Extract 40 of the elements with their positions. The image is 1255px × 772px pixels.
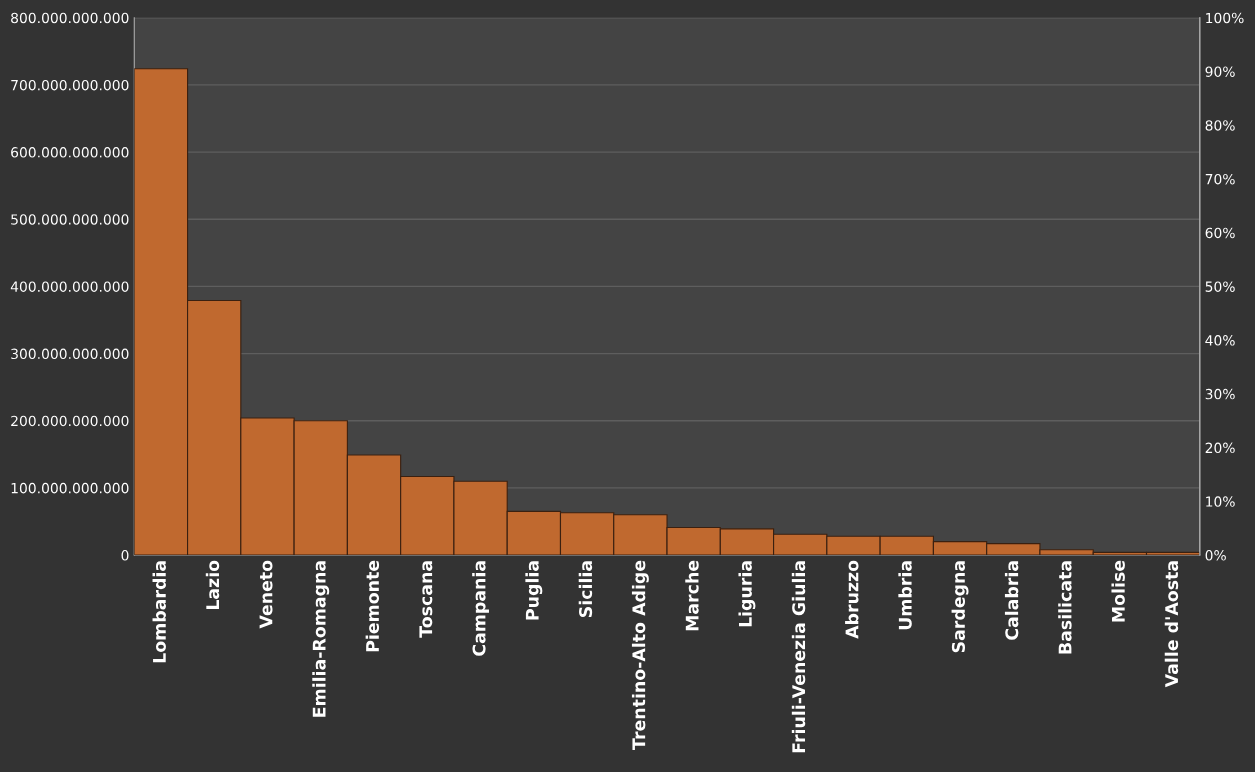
y2-tick-label: 20% bbox=[1205, 442, 1235, 454]
x-tick-label: Toscana bbox=[419, 561, 433, 638]
x-tick-label: Puglia bbox=[525, 561, 543, 620]
y-tick-label: 700.000.000.000 bbox=[11, 79, 129, 91]
x-tick-label: Lombardia bbox=[152, 561, 166, 663]
x-tick-label: Abruzzo bbox=[845, 560, 859, 639]
x-tick-label: Trentino-Alto Adige bbox=[631, 560, 649, 750]
x-tick-label: Lazio bbox=[205, 560, 220, 610]
x-tick-label: Basilicata bbox=[1058, 561, 1072, 654]
y2-tick-label: 70% bbox=[1205, 173, 1235, 185]
y2-tick-label: 100% bbox=[1206, 12, 1244, 24]
x-tick-label: Umbria bbox=[898, 561, 912, 630]
y-tick-label: 800.000.000.000 bbox=[11, 12, 129, 24]
y2-tick-label: 30% bbox=[1205, 388, 1235, 400]
x-tick-label: Veneto bbox=[259, 560, 273, 629]
x-tick-label: Molise bbox=[1111, 560, 1125, 622]
x-tick-label: Emilia-Romagna bbox=[312, 561, 330, 717]
y-tick-label: 400.000.000.000 bbox=[10, 281, 129, 292]
x-tick-label: Piemonte bbox=[365, 560, 380, 652]
x-tick-label: Sardegna bbox=[951, 561, 969, 653]
y2-tick-label: 0% bbox=[1205, 550, 1226, 561]
y-tick-label: 300.000.000.000 bbox=[11, 348, 129, 360]
x-tick-label: Friuli-Venezia Giulia bbox=[791, 561, 806, 753]
x-tick-label: Valle d'Aosta bbox=[1164, 561, 1179, 688]
y2-tick-label: 50% bbox=[1205, 281, 1235, 292]
y2-tick-label: 90% bbox=[1205, 66, 1235, 77]
x-tick-label: Calabria bbox=[1004, 561, 1019, 640]
y-tick-label: 0 bbox=[121, 550, 129, 561]
y2-tick-label: 60% bbox=[1205, 227, 1235, 239]
y-tick-label: 100.000.000.000 bbox=[11, 482, 129, 494]
y2-tick-label: 40% bbox=[1205, 335, 1235, 346]
x-tick-label: Campania bbox=[472, 561, 489, 656]
x-tick-label: Marche bbox=[685, 560, 699, 631]
x-tick-label: Sicilia bbox=[578, 561, 593, 617]
y-tick-label: 500.000.000.000 bbox=[11, 214, 129, 225]
y-tick-label: 200.000.000.000 bbox=[11, 415, 129, 427]
y2-tick-label: 10% bbox=[1206, 496, 1235, 507]
y-tick-label: 600.000.000.000 bbox=[11, 147, 129, 158]
y2-tick-label: 80% bbox=[1205, 120, 1235, 131]
x-tick-label: Liguria bbox=[738, 561, 756, 627]
